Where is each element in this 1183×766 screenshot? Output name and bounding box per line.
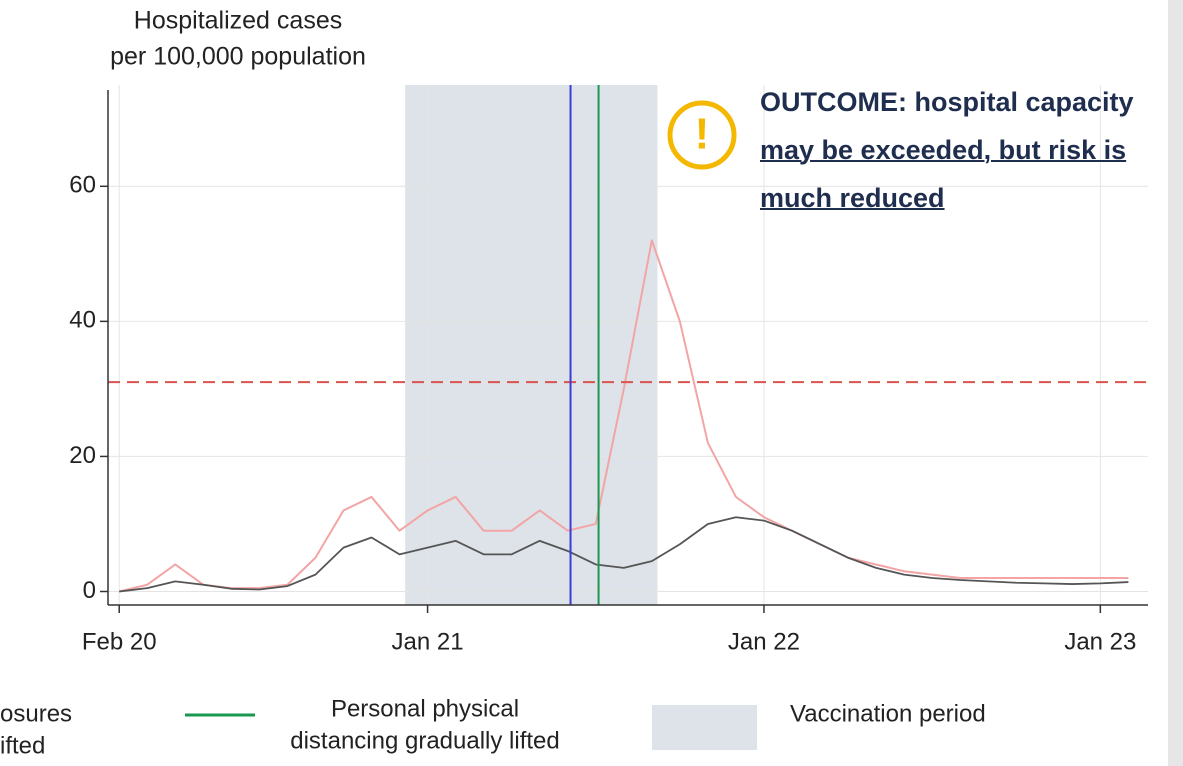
y-tick-label: 40	[69, 307, 96, 334]
vaccination-band	[405, 85, 658, 605]
legend-swatch	[652, 705, 757, 750]
legend-label: Vaccination period	[790, 700, 986, 727]
y-tick-label: 0	[83, 577, 96, 604]
page-edge	[1168, 0, 1183, 766]
y-axis-title: per 100,000 population	[110, 43, 366, 71]
legend-label: distancing gradually lifted	[290, 727, 560, 754]
y-tick-label: 20	[69, 442, 96, 469]
alert-mark: !	[695, 110, 710, 159]
annotation-lead: OUTCOME: hospital capacity	[760, 87, 1134, 117]
x-tick-label: Jan 22	[728, 628, 800, 655]
x-tick-label: Jan 21	[392, 628, 464, 655]
x-tick-label: Jan 23	[1064, 628, 1136, 655]
y-tick-label: 60	[69, 172, 96, 199]
annotation-emphasis: may be exceeded, but risk is much reduce…	[760, 135, 1127, 213]
series-line	[119, 516, 1129, 593]
annotation: OUTCOME: hospital capacity may be exceed…	[760, 78, 1140, 222]
x-tick-label: Feb 20	[82, 628, 157, 655]
y-axis-title: Hospitalized cases	[134, 7, 342, 35]
legend-label: ifted	[0, 732, 45, 759]
alert-icon	[667, 100, 737, 170]
series-line	[118, 239, 1129, 593]
legend-label: osures	[0, 700, 72, 727]
legend-label: Personal physical	[331, 695, 519, 722]
